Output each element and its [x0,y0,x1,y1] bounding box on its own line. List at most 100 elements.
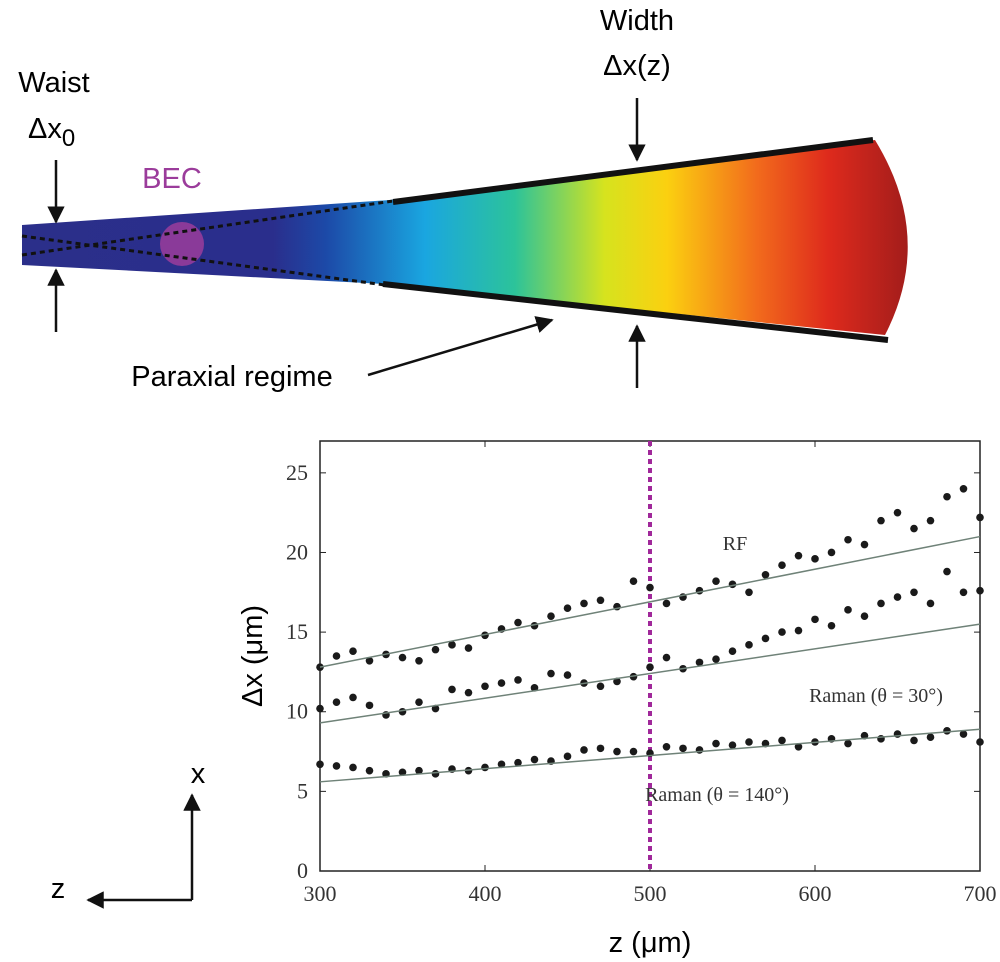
x-axis-label: z (μm) [609,927,692,959]
y-tick-label: 15 [286,619,308,644]
data-point [943,567,951,576]
data-point [844,739,852,748]
data-point [547,612,555,620]
data-point [613,677,621,686]
y-tick-label: 20 [286,539,308,564]
data-point [497,679,506,687]
data-point [761,634,770,643]
data-point [860,540,869,549]
data-point [398,768,407,777]
data-point [761,570,770,579]
axes-indicator: x z [51,758,206,909]
data-point [530,755,539,764]
data-point [926,516,935,525]
y-tick-label: 10 [286,699,308,724]
data-point [959,484,968,493]
data-point [679,744,687,753]
x-tick-label: 400 [469,881,502,906]
data-point [464,644,473,652]
data-point [415,766,423,775]
data-point [778,628,786,636]
data-point [563,604,572,613]
data-point [794,551,803,560]
data-point [844,606,852,614]
data-point [695,586,704,595]
data-point [877,599,885,608]
paraxial-label: Paraxial regime [131,361,332,393]
fit-line [319,623,981,724]
data-point [398,707,407,716]
beam [22,140,908,335]
arrow [367,316,554,377]
symbol: Δx [28,113,62,145]
paraxial-line [21,234,386,287]
data-point [728,647,737,656]
data-point [431,770,440,778]
series-label: Raman (θ = 30°) [809,685,943,707]
subscript: 0 [62,125,75,152]
y-tick-label: 25 [286,460,308,485]
data-point [712,655,720,663]
series-label: RF [723,533,747,555]
data-point [349,763,357,772]
data-point [695,746,704,754]
data-point [910,524,918,533]
data-point [481,763,489,772]
beam-edge [392,137,874,205]
data-point [976,586,984,595]
data-point [976,738,984,746]
waist-label: Waist [18,67,89,99]
data-point [662,599,671,608]
data-point [877,735,885,743]
data-point [547,669,555,678]
data-point [959,730,968,738]
data-point [910,736,918,745]
data-point [365,701,374,710]
data-point [563,752,572,761]
x-tick-label: 500 [634,881,667,906]
data-point [745,588,753,597]
data-point [431,645,440,654]
data-point [959,588,968,597]
fit-line [319,728,981,783]
plot: z (μm) Δx (μm) 300 400 500 600 700 0 5 10 15 20 25… [237,440,997,959]
data-point [794,742,803,751]
data-point [827,621,836,630]
data-point [943,492,951,501]
data-point [794,626,803,635]
data-point [926,733,935,742]
series-label: Raman (θ = 140°) [645,784,789,806]
bec-cloud [160,222,204,266]
data-point [976,513,984,522]
data-point [811,615,819,624]
data-point [563,671,572,679]
data-point [893,593,902,601]
data-point [778,736,786,745]
data-point [365,766,374,775]
data-point [316,704,324,713]
data-point [514,676,522,684]
waist-symbol: Δx0 [28,113,75,152]
data-point [349,647,357,656]
data-point [580,746,588,754]
data-point [332,652,341,660]
data-point [431,704,440,713]
data-point [646,663,654,671]
data-point [580,599,588,608]
data-point [415,698,423,706]
data-point [448,641,456,649]
y-axis-label: Δx (μm) [237,605,269,707]
y-tick-label: 5 [297,778,308,803]
data-point [811,555,819,563]
data-point [646,583,654,592]
data-point [415,656,423,665]
data-point [910,588,918,597]
width-symbol: Δx(z) [603,50,671,82]
data-point [398,653,407,662]
data-point [629,747,638,756]
data-point [332,762,341,770]
data-point [844,535,852,544]
data-point [893,508,902,517]
data-point [728,741,737,749]
